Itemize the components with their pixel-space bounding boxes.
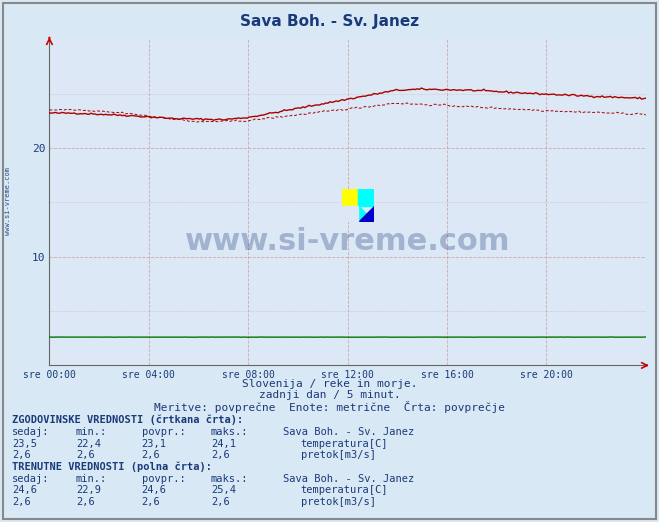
Text: min.:: min.: [76,473,107,484]
Text: www.si-vreme.com: www.si-vreme.com [5,167,11,235]
Bar [341,189,358,206]
Text: povpr.:: povpr.: [142,427,185,437]
Text: 2,6: 2,6 [76,450,94,460]
Text: Sava Boh. - Sv. Janez: Sava Boh. - Sv. Janez [283,427,415,437]
Text: min.:: min.: [76,427,107,437]
Text: temperatura[C]: temperatura[C] [301,485,388,495]
Bar [341,206,358,222]
Text: Meritve: povprečne  Enote: metrične  Črta: povprečje: Meritve: povprečne Enote: metrične Črta:… [154,401,505,413]
Text: temperatura[C]: temperatura[C] [301,438,388,449]
Polygon shape [358,206,374,222]
Text: 2,6: 2,6 [12,450,30,460]
Polygon shape [358,206,374,222]
Polygon shape [358,189,374,206]
Text: 2,6: 2,6 [76,496,94,507]
Text: ZGODOVINSKE VREDNOSTI (črtkana črta):: ZGODOVINSKE VREDNOSTI (črtkana črta): [12,414,243,425]
Text: 22,4: 22,4 [76,438,101,449]
Text: 2,6: 2,6 [142,496,160,507]
Text: sedaj:: sedaj: [12,427,49,437]
Text: povpr.:: povpr.: [142,473,185,484]
Text: 23,5: 23,5 [12,438,37,449]
Text: TRENUTNE VREDNOSTI (polna črta):: TRENUTNE VREDNOSTI (polna črta): [12,461,212,472]
Text: Sava Boh. - Sv. Janez: Sava Boh. - Sv. Janez [283,473,415,484]
Text: 24,1: 24,1 [211,438,236,449]
Text: 22,9: 22,9 [76,485,101,495]
Text: 2,6: 2,6 [211,450,229,460]
Text: 2,6: 2,6 [142,450,160,460]
Text: Slovenija / reke in morje.: Slovenija / reke in morje. [242,378,417,389]
Text: www.si-vreme.com: www.si-vreme.com [185,227,510,256]
Text: 25,4: 25,4 [211,485,236,495]
Text: 23,1: 23,1 [142,438,167,449]
Text: 24,6: 24,6 [12,485,37,495]
Text: 2,6: 2,6 [12,496,30,507]
Text: 2,6: 2,6 [211,496,229,507]
Text: pretok[m3/s]: pretok[m3/s] [301,450,376,460]
Text: 24,6: 24,6 [142,485,167,495]
Text: zadnji dan / 5 minut.: zadnji dan / 5 minut. [258,390,401,400]
Text: pretok[m3/s]: pretok[m3/s] [301,496,376,507]
Text: maks.:: maks.: [211,427,248,437]
Text: maks.:: maks.: [211,473,248,484]
Text: sedaj:: sedaj: [12,473,49,484]
Text: Sava Boh. - Sv. Janez: Sava Boh. - Sv. Janez [240,15,419,29]
